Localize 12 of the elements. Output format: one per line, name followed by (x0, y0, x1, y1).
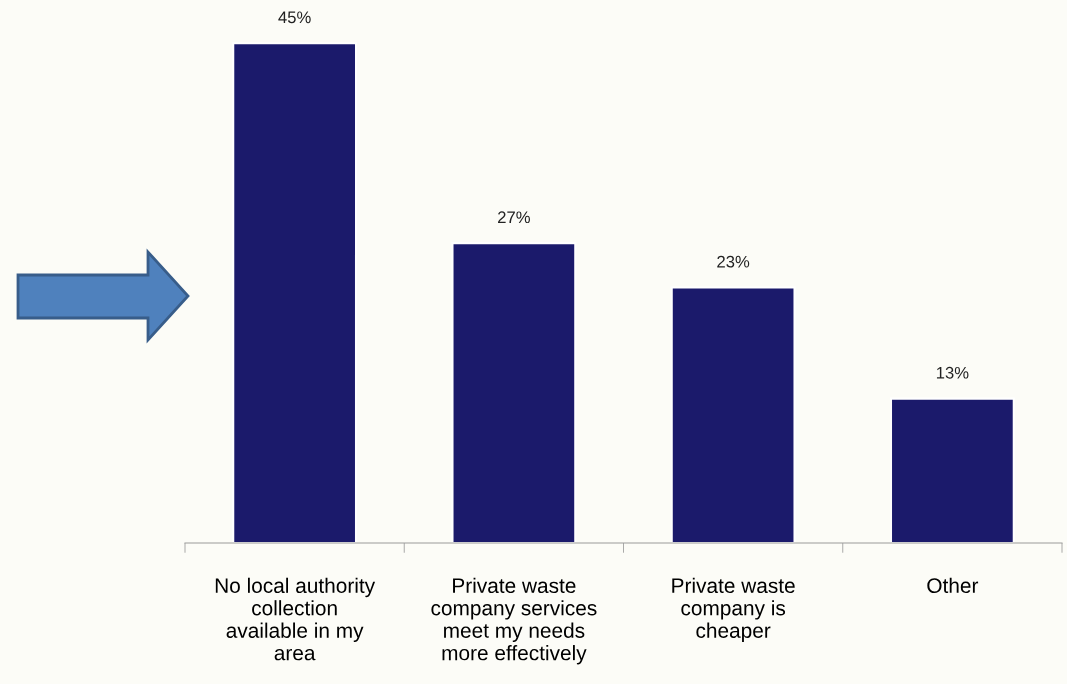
x-tick-label: No local authority collection available in my area (215, 577, 376, 661)
data-label: 27% (498, 211, 530, 224)
bar (232, 42, 358, 543)
x-tick-label: Private waste company services meet my needs more effectively (431, 577, 597, 665)
bar (670, 286, 796, 543)
x-tick-label: Private waste company is cheaper (672, 577, 795, 643)
x-tick-label: Other (927, 577, 979, 594)
data-label: 13% (936, 366, 969, 379)
bar (451, 242, 577, 543)
bar (889, 397, 1015, 543)
data-label: 23% (717, 255, 750, 268)
data-label: 45% (278, 11, 311, 24)
